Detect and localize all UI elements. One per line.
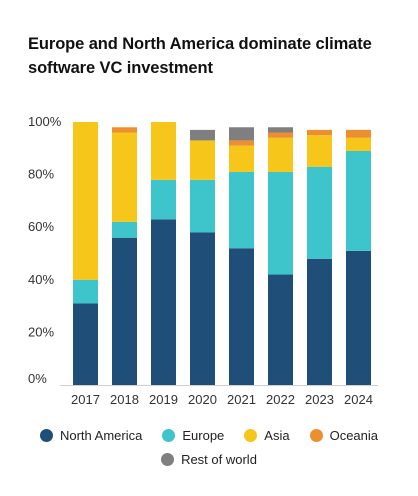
bar-segment-north-america-2022: [268, 274, 293, 385]
bar-segment-oceania-2021: [229, 140, 254, 146]
bar-segment-rest-of-world-2021: [229, 127, 254, 141]
bar-segment-asia-2017: [73, 122, 98, 280]
legend-swatch: [161, 452, 175, 466]
y-tick-label: 100%: [28, 114, 62, 129]
bar-segment-europe-2018: [112, 221, 137, 238]
bar-segment-asia-2022: [268, 137, 293, 172]
bar-segment-north-america-2018: [112, 237, 137, 385]
y-tick-label: 40%: [28, 272, 54, 287]
x-tick-label: 2024: [344, 392, 373, 407]
x-tick-label: 2018: [110, 392, 139, 407]
chart-legend: North America Europe Asia Oceania Rest of w…: [0, 424, 418, 470]
legend-item-north-america: North America: [39, 427, 143, 443]
bar-segment-asia-2018: [112, 132, 137, 222]
chart-title-line-2: software VC investment: [28, 59, 213, 77]
chart-title: Europe and North America dominate climat…: [28, 32, 398, 80]
bar-segment-europe-2022: [268, 171, 293, 275]
bar-segment-rest-of-world-2022: [268, 127, 293, 133]
bar-segment-asia-2019: [151, 122, 176, 180]
bar-segment-europe-2024: [346, 150, 371, 251]
x-tick-label: 2017: [71, 392, 100, 407]
legend-item-europe: Europe: [162, 428, 224, 443]
x-tick-label: 2019: [149, 392, 178, 407]
y-tick-label: 80%: [28, 167, 54, 182]
legend-label: Europe: [182, 427, 225, 443]
legend-swatch: [309, 428, 323, 442]
bar-segment-europe-2023: [307, 166, 332, 259]
bar-segment-north-america-2020: [190, 232, 215, 385]
bar-segment-europe-2019: [151, 179, 176, 220]
bar-segment-north-america-2021: [229, 248, 254, 385]
bar-segment-north-america-2024: [346, 250, 371, 385]
x-tick-label: 2022: [266, 392, 295, 407]
bar-segment-north-america-2023: [307, 258, 332, 385]
legend-label: Rest of world: [181, 451, 257, 467]
bar-segment-asia-2023: [307, 135, 332, 167]
x-tick-label: 2020: [188, 392, 217, 407]
bar-segment-north-america-2017: [73, 303, 98, 385]
legend-label: Asia: [264, 427, 290, 443]
bar-segment-europe-2020: [190, 179, 215, 233]
bar-segment-rest-of-world-2020: [190, 129, 215, 141]
legend-swatch: [162, 428, 176, 442]
y-tick-label: 60%: [28, 219, 54, 234]
bar-segment-asia-2021: [229, 145, 254, 172]
bar-segment-oceania-2022: [268, 132, 293, 138]
legend-item-asia: Asia: [244, 427, 290, 443]
bar-segment-oceania-2023: [307, 129, 332, 136]
legend-swatch: [39, 428, 53, 442]
bar-segment-asia-2024: [346, 137, 371, 151]
bar-segment-europe-2017: [73, 279, 98, 304]
x-tick-label: 2023: [305, 392, 334, 407]
x-tick-label: 2021: [227, 392, 256, 407]
legend-label: Oceania: [329, 427, 378, 443]
bar-segment-asia-2020: [190, 140, 215, 180]
legend-swatch: [244, 428, 258, 442]
bar-segment-oceania-2018: [112, 127, 137, 133]
stacked-bar-chart: 0% 20% 40% 60% 80% 100% 2017 2018 2019 2020 2021 20…: [28, 114, 378, 407]
bar-segment-oceania-2024: [346, 129, 371, 138]
bar-segment-north-america-2019: [151, 219, 176, 385]
y-tick-label: 0%: [28, 371, 47, 386]
chart-title-line-1: Europe and North America dominate climat…: [28, 35, 372, 53]
legend-row: North America Europe Asia Oceania: [0, 424, 418, 446]
legend-label: North America: [59, 427, 143, 443]
y-tick-label: 20%: [28, 324, 54, 339]
legend-row: Rest of world: [0, 448, 418, 470]
bar-segment-europe-2021: [229, 171, 254, 249]
legend-item-rest-of-world: Rest of world: [161, 452, 257, 467]
legend-item-oceania: Oceania: [309, 427, 378, 443]
